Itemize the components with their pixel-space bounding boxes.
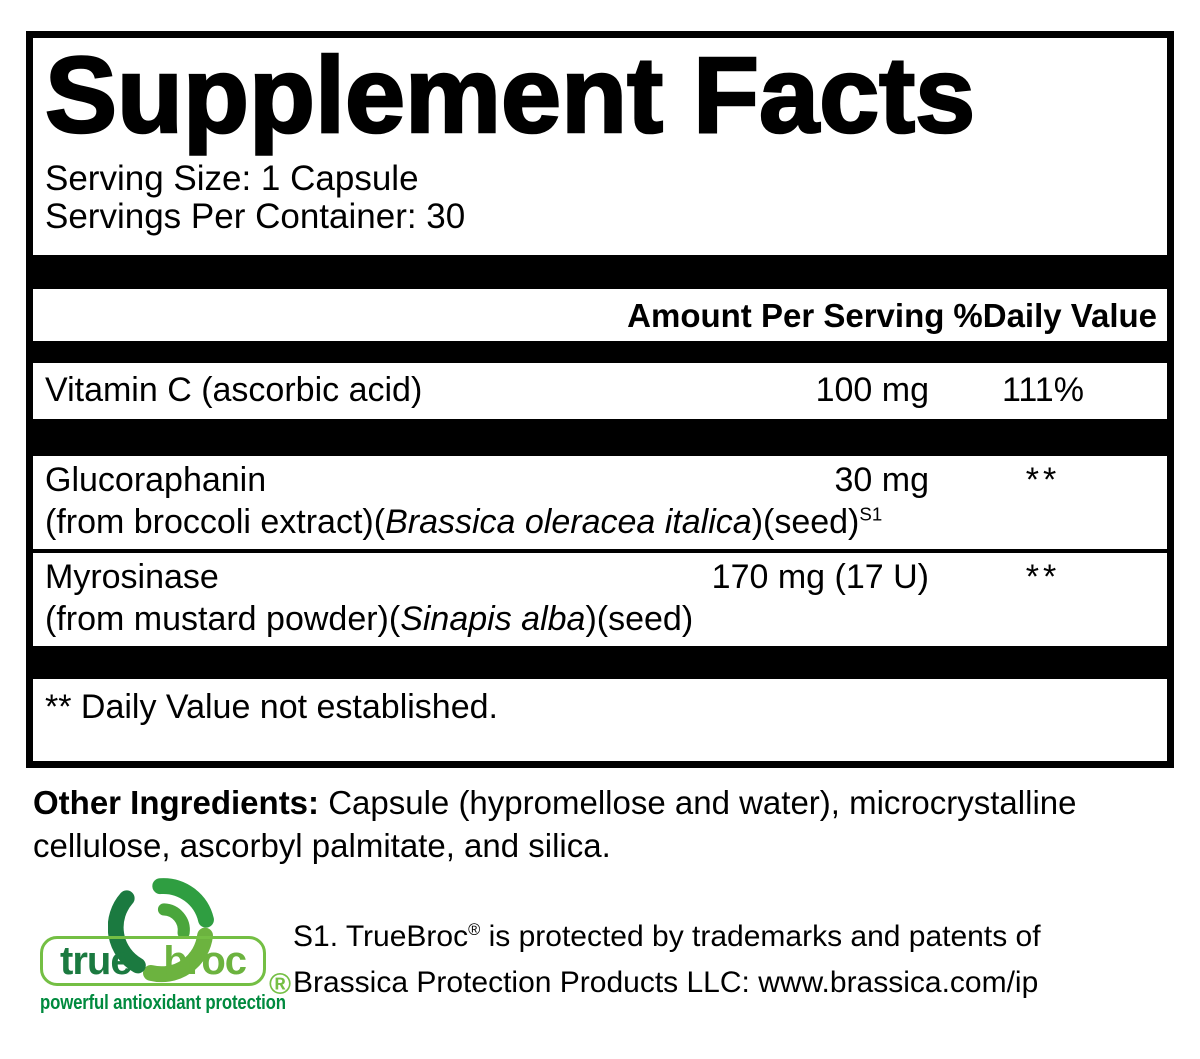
logo-tagline: powerful antioxidant protection xyxy=(40,992,286,1014)
truebroc-wordmark-frame: true broc xyxy=(40,936,266,986)
thick-divider-bottom xyxy=(33,645,1167,679)
supplement-facts-box: Supplement Facts Serving Size: 1 Capsule… xyxy=(26,31,1174,768)
truebroc-word-true: true xyxy=(60,938,133,983)
amount-per-serving-header: Amount Per Serving xyxy=(627,296,945,334)
daily-value-header: %Daily Value xyxy=(953,296,1157,334)
patent-note-text: S1. TrueBroc xyxy=(293,920,469,953)
detail-text: )(seed) xyxy=(585,599,694,638)
nutrient-source-detail: (from mustard powder)(Sinapis alba)(seed… xyxy=(45,600,1157,639)
other-ingredients-label: Other Ingredients: xyxy=(33,784,320,821)
nutrient-name: Vitamin C (ascorbic acid) xyxy=(45,370,423,409)
serving-size: Serving Size: 1 Capsule xyxy=(45,158,419,198)
other-ingredients-text: Capsule (hypromellose and water), microc… xyxy=(33,784,1077,864)
truebroc-swirl-icon xyxy=(108,876,218,984)
nutrient-daily-value: 111% xyxy=(1002,370,1084,409)
registered-trademark-symbol: ® xyxy=(269,968,292,1001)
daily-value-footnote: ** Daily Value not established. xyxy=(45,687,498,726)
detail-text: (from mustard powder)( xyxy=(45,599,401,638)
nutrient-name: Glucoraphanin xyxy=(45,460,267,499)
table-row-vitamin-c: Vitamin C (ascorbic acid) 100 mg 111% xyxy=(45,363,1157,419)
detail-text: (from broccoli extract)( xyxy=(45,502,386,541)
nutrient-amount: 170 mg (17 U) xyxy=(711,557,929,596)
table-row-myrosinase: Myrosinase 170 mg (17 U) ** (from mustar… xyxy=(45,553,1157,646)
nutrient-source-detail: (from broccoli extract)(Brassica olerace… xyxy=(45,503,1157,542)
column-headers: Amount Per Serving %Daily Value xyxy=(45,289,1157,341)
nutrient-daily-value: ** xyxy=(1025,460,1061,499)
truebroc-logo: true broc ® powerful antioxidant protect… xyxy=(30,876,300,1030)
thick-divider-middle xyxy=(33,418,1167,456)
table-row-glucoraphanin: Glucoraphanin 30 mg ** (from broccoli ex… xyxy=(45,456,1157,549)
bottom-area: true broc ® powerful antioxidant protect… xyxy=(30,876,1180,1038)
detail-text: )(seed) xyxy=(751,502,860,541)
patent-note-line1: S1. TrueBroc® is protected by trademarks… xyxy=(293,914,1041,960)
detail-latin-name: Brassica oleracea italica xyxy=(385,502,752,541)
facts-title: Supplement Facts xyxy=(44,34,977,155)
truebroc-word-broc: broc xyxy=(163,938,247,983)
detail-superscript: S1 xyxy=(859,503,883,525)
patent-registered-symbol: ® xyxy=(468,921,481,939)
nutrient-daily-value: ** xyxy=(1025,557,1061,596)
patent-note-text: is protected by trademarks and patents o… xyxy=(480,920,1041,953)
patent-note: S1. TrueBroc® is protected by trademarks… xyxy=(293,914,1041,1005)
servings-per-container: Servings Per Container: 30 xyxy=(45,197,466,237)
nutrient-amount: 100 mg xyxy=(815,370,929,409)
row-separator-rule xyxy=(33,548,1167,553)
nutrient-amount: 30 mg xyxy=(834,460,930,499)
serving-info: Serving Size: 1 Capsule Servings Per Con… xyxy=(45,158,1157,237)
thick-divider-top xyxy=(33,254,1167,289)
detail-latin-name: Sinapis alba xyxy=(400,599,586,638)
other-ingredients: Other Ingredients: Capsule (hypromellose… xyxy=(33,782,1167,868)
patent-note-line2: Brassica Protection Products LLC: www.br… xyxy=(293,965,1039,999)
header-divider xyxy=(33,340,1167,363)
nutrient-name: Myrosinase xyxy=(45,557,219,596)
